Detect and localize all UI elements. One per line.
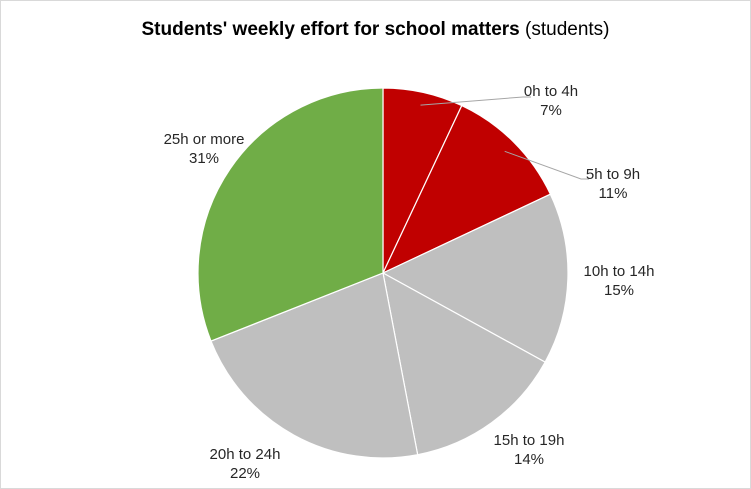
chart-subtitle: (students) <box>525 19 610 40</box>
pie-slice-4 <box>210 272 419 459</box>
slice-value-label-3: 14% <box>514 451 544 468</box>
slice-category-label-3: 15h to 19h <box>494 432 565 449</box>
pie-slice-3 <box>382 271 546 456</box>
slice-value-label-2: 15% <box>604 282 634 299</box>
slice-category-label-4: 20h to 24h <box>210 446 281 463</box>
leader-line-1 <box>504 150 589 180</box>
slice-value-label-5: 31% <box>189 150 219 167</box>
chart-title: Students' weekly effort for school matte… <box>1 19 750 41</box>
slice-value-label-4: 22% <box>230 465 260 482</box>
slice-category-label-0: 0h to 4h <box>524 83 578 100</box>
chart-title-main: Students' weekly effort for school matte… <box>141 19 520 40</box>
pie-slice-5 <box>197 87 384 342</box>
slice-category-label-5: 25h or more <box>164 131 245 148</box>
leader-line-0 <box>420 96 531 106</box>
pie-slice-2 <box>381 193 569 363</box>
slice-value-label-0: 7% <box>540 102 562 119</box>
pie-slice-1 <box>381 104 552 275</box>
slice-category-label-1: 5h to 9h <box>586 166 640 183</box>
slice-category-label-2: 10h to 14h <box>584 263 655 280</box>
slice-value-label-1: 11% <box>599 185 628 202</box>
